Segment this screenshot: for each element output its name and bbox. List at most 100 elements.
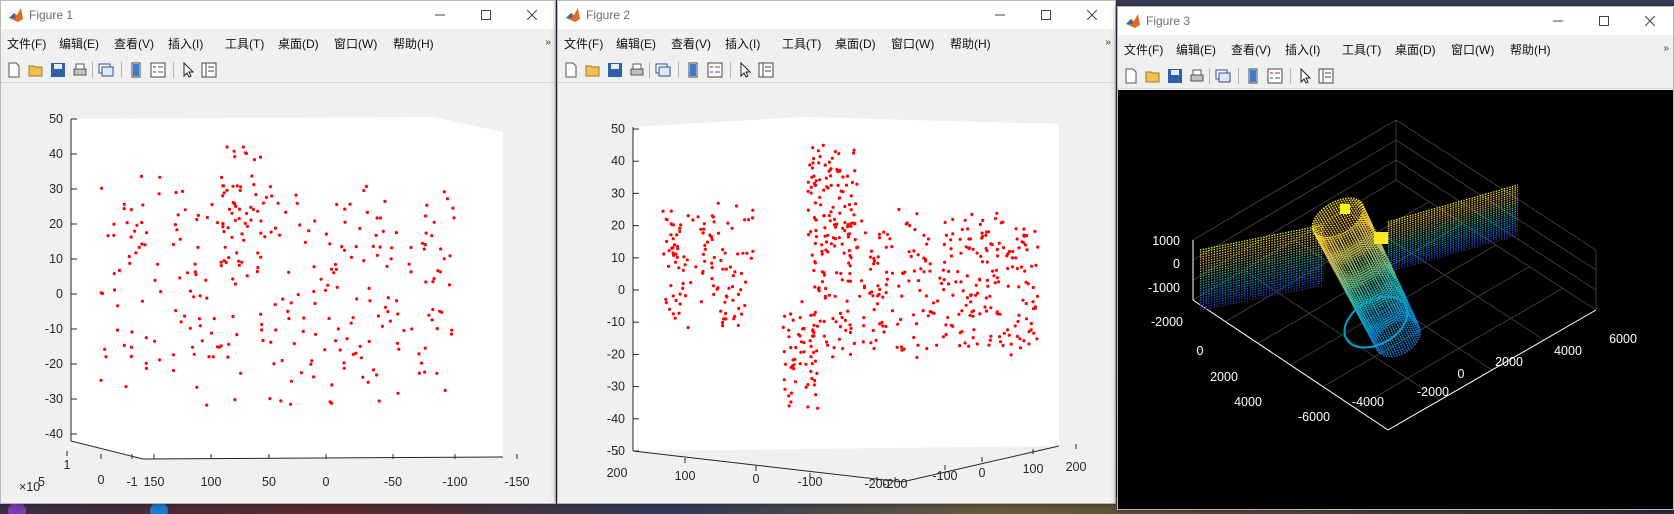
title-bar: Figure 2 [558, 1, 1115, 29]
menu-item[interactable]: 查看(V) [1231, 43, 1271, 57]
menu-item[interactable]: 插入(I) [725, 37, 761, 51]
scatter-point [881, 295, 885, 299]
menu-item[interactable]: 工具(T) [225, 37, 265, 51]
scatter-point [361, 375, 365, 379]
scatter-point [249, 218, 253, 222]
scatter-point [314, 332, 318, 336]
scatter-point [944, 323, 948, 327]
menu-item[interactable]: 文件(F) [564, 37, 604, 51]
scatter-point [799, 350, 803, 354]
scatter-point [242, 238, 246, 242]
scatter-point [958, 237, 962, 241]
scatter-point [958, 344, 962, 348]
scatter-point [964, 245, 968, 249]
menu-item[interactable]: 桌面(D) [1395, 43, 1436, 57]
menu-item[interactable]: 帮助(H) [393, 37, 434, 51]
new-figure-icon[interactable] [5, 61, 23, 79]
minimize-button[interactable] [1535, 7, 1581, 35]
scatter-point [899, 345, 904, 349]
link-figure-icon[interactable] [97, 61, 115, 79]
menu-item[interactable]: 窗口(W) [334, 37, 378, 51]
pointer-icon[interactable] [736, 61, 754, 79]
scatter-point [1022, 339, 1026, 343]
menu-item[interactable]: 窗口(W) [891, 37, 935, 51]
menu-item[interactable]: 编辑(E) [1176, 43, 1216, 57]
close-button[interactable] [1627, 7, 1673, 35]
scatter-point [679, 223, 683, 227]
legend-icon[interactable] [706, 61, 724, 79]
menu-overflow-icon[interactable]: » [1663, 43, 1669, 54]
print-icon[interactable] [71, 61, 89, 79]
menu-item[interactable]: 工具(T) [782, 37, 822, 51]
scatter-point [134, 251, 138, 255]
colorbar-icon[interactable] [1244, 67, 1262, 85]
menu-item[interactable]: 帮助(H) [1510, 43, 1551, 57]
menu-item[interactable]: 文件(F) [7, 37, 47, 51]
scatter-point [843, 229, 847, 233]
link-figure-icon[interactable] [654, 61, 672, 79]
link-figure-icon[interactable] [1214, 67, 1232, 85]
menu-item[interactable]: 帮助(H) [950, 37, 991, 51]
scatter-point [897, 207, 901, 211]
property-inspector-icon[interactable] [1317, 67, 1335, 85]
scatter-point [1007, 333, 1011, 337]
scatter-point [880, 320, 884, 324]
print-icon[interactable] [628, 61, 646, 79]
property-inspector-icon[interactable] [200, 61, 218, 79]
menu-item[interactable]: 工具(T) [1342, 43, 1382, 57]
scatter-point [366, 380, 370, 384]
menu-item[interactable]: 插入(I) [1285, 43, 1321, 57]
close-button[interactable] [509, 1, 555, 29]
panel-row [1199, 236, 1325, 263]
colorbar-icon[interactable] [127, 61, 145, 79]
pointer-icon[interactable] [1296, 67, 1314, 85]
bottom-axis-line [632, 445, 1060, 483]
colorbar-icon[interactable] [684, 61, 702, 79]
open-file-icon[interactable] [584, 61, 602, 79]
menu-item[interactable]: 编辑(E) [616, 37, 656, 51]
minimize-button[interactable] [977, 1, 1023, 29]
menu-item[interactable]: 查看(V) [114, 37, 154, 51]
menu-item[interactable]: 窗口(W) [1451, 43, 1495, 57]
menu-item[interactable]: 桌面(D) [835, 37, 876, 51]
close-button[interactable] [1069, 1, 1115, 29]
scatter-point [942, 288, 946, 292]
maximize-button[interactable] [1023, 1, 1069, 29]
new-figure-icon[interactable] [1122, 67, 1140, 85]
save-icon[interactable] [606, 61, 624, 79]
menu-item[interactable]: 插入(I) [168, 37, 204, 51]
x-tick-label: 1 [64, 458, 71, 472]
open-file-icon[interactable] [1144, 67, 1162, 85]
scatter-point [737, 306, 741, 311]
scatter-point [731, 274, 735, 278]
panel-row [1199, 281, 1325, 309]
legend-icon[interactable] [149, 61, 167, 79]
menu-item[interactable]: 桌面(D) [278, 37, 319, 51]
menu-overflow-icon[interactable]: » [1105, 37, 1111, 48]
menu-item[interactable]: 编辑(E) [59, 37, 99, 51]
new-figure-icon[interactable] [562, 61, 580, 79]
print-icon[interactable] [1188, 67, 1206, 85]
maximize-button[interactable] [463, 1, 509, 29]
scatter-point [384, 305, 388, 309]
legend-icon[interactable] [1266, 67, 1284, 85]
minimize-button[interactable] [417, 1, 463, 29]
save-icon[interactable] [49, 61, 67, 79]
maximize-button[interactable] [1581, 7, 1627, 35]
scatter-point [389, 257, 393, 261]
property-inspector-icon[interactable] [757, 61, 775, 79]
scatter-point [988, 338, 992, 342]
menu-item[interactable]: 文件(F) [1124, 43, 1164, 57]
scatter-point [383, 199, 387, 203]
scatter-point [983, 305, 987, 309]
open-file-icon[interactable] [27, 61, 45, 79]
scatter-point [222, 230, 226, 234]
pointer-icon[interactable] [179, 61, 197, 79]
scatter-point [818, 155, 822, 159]
save-icon[interactable] [1166, 67, 1184, 85]
menu-overflow-icon[interactable]: » [545, 37, 551, 48]
scatter-point [122, 207, 126, 211]
menu-item[interactable]: 查看(V) [671, 37, 711, 51]
scatter-point [395, 299, 399, 303]
